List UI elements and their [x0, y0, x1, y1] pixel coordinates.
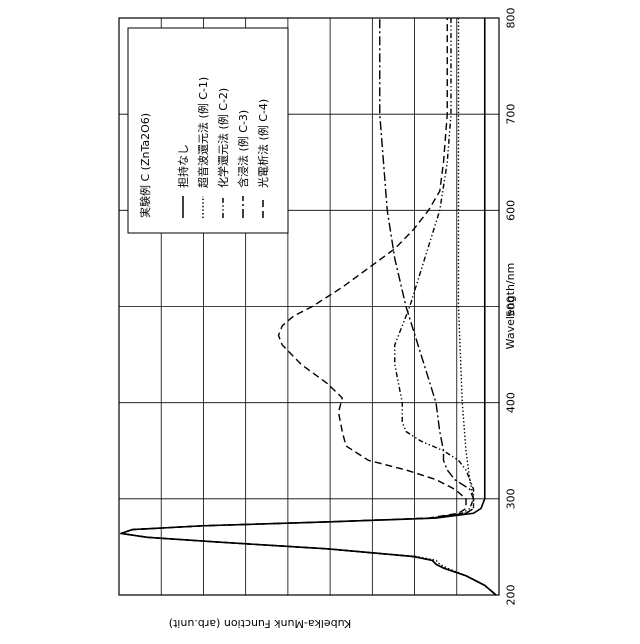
x-tick-label: 700	[504, 104, 517, 125]
x-tick-label: 300	[504, 488, 517, 509]
legend-label-4: 含浸法 (例 C-3)	[236, 110, 250, 188]
legend-label-3: 化学還元法 (例 C-2)	[216, 88, 230, 188]
x-tick-label: 800	[504, 8, 517, 29]
x-tick-label: 400	[504, 392, 517, 413]
x-tick-label: 600	[504, 200, 517, 221]
x-tick-label: 200	[504, 585, 517, 606]
legend-label-1: 担持なし	[176, 144, 190, 188]
y-axis-label: Kubelka-Munk Function (arb.unit)	[169, 617, 352, 630]
legend: 実験例 C (ZnTa2O6) 担持なし超音波還元法 (例 C-1) 化学還元法 (…	[128, 28, 288, 233]
x-axis-label: Wavelength/nm	[504, 263, 517, 350]
legend-title: 実験例 C (ZnTa2O6)	[138, 113, 152, 218]
legend-label-5: 光電析法 (例 C-4)	[256, 99, 270, 188]
legend-label-2: 超音波還元法 (例 C-1)	[196, 77, 210, 188]
